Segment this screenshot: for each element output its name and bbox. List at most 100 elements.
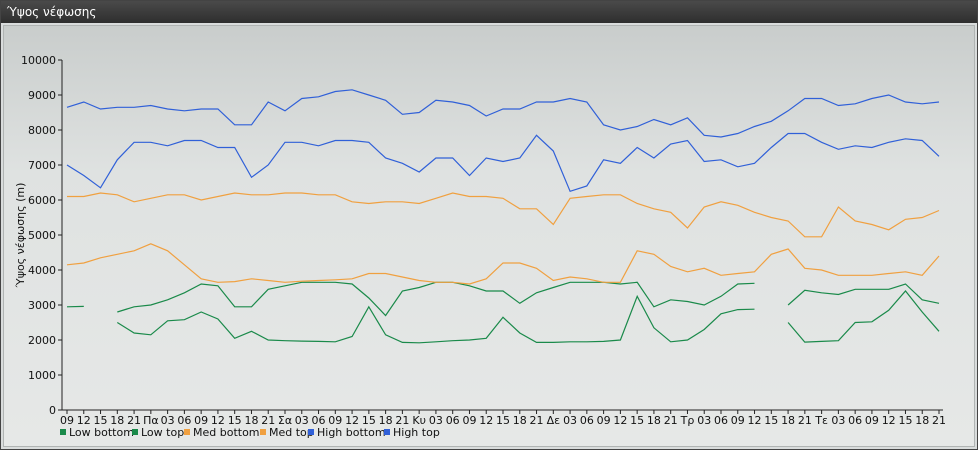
x-tick-label: 12 [211,414,225,427]
y-tick-label: 4000 [28,264,56,277]
x-tick-label: 12 [748,414,762,427]
series-line [66,89,940,138]
x-tick-label: 03 [161,414,175,427]
x-tick-label: 12 [345,414,359,427]
y-tick-label: 3000 [28,299,56,312]
x-tick-label: 06 [446,414,460,427]
legend-label: Med top [269,426,314,439]
x-tick-label: 21 [932,414,946,427]
legend-label: High bottom [317,426,386,439]
x-tick-label: 09 [731,414,745,427]
legend-item: Med top [260,426,314,439]
y-tick-label: 9000 [28,89,56,102]
y-tick-label: 7000 [28,159,56,172]
chart-panel [3,25,975,447]
y-tick-label: 0 [49,404,56,417]
x-tick-label: 06 [848,414,862,427]
x-tick-label: 15 [898,414,912,427]
x-tick-label: 15 [94,414,108,427]
x-tick-label: 09 [597,414,611,427]
legend-swatch [308,429,314,435]
window-title: Ύψος νέφωσης [1,1,977,23]
y-tick-label: 1000 [28,369,56,382]
x-tick-label: 03 [563,414,577,427]
legend-item: High top [384,426,440,439]
x-tick-label: 18 [110,414,124,427]
series-line [116,294,755,344]
x-tick-label: 15 [630,414,644,427]
x-tick-label: 03 [697,414,711,427]
x-tick-label: Τε [814,414,828,427]
series-line [66,243,940,285]
x-tick-label: 15 [228,414,242,427]
y-axis-label: Ύψος νέφωσης (m) [14,183,27,289]
legend-item: High bottom [308,426,386,439]
y-tick-label: 6000 [28,194,56,207]
series-line [787,290,940,343]
x-tick-label: 12 [77,414,91,427]
x-tick-label: 12 [613,414,627,427]
series-med-bottom [66,243,940,285]
legend-swatch [260,429,266,435]
x-tick-label: 18 [647,414,661,427]
legend-swatch [60,429,66,435]
x-tick-label: 18 [915,414,929,427]
legend-swatch [132,429,138,435]
x-tick-label: Σα [278,414,292,427]
series-med-top [67,192,940,238]
x-tick-label: Πα [143,414,159,427]
x-tick-label: 03 [429,414,443,427]
legend-item: Low bottom [60,426,134,439]
legend-label: High top [393,426,440,439]
x-tick-label: 15 [362,414,376,427]
legend-item: Med bottom [184,426,260,439]
x-tick-label: 21 [261,414,275,427]
x-tick-label: 09 [60,414,74,427]
x-tick-label: 12 [479,414,493,427]
x-tick-label: 09 [462,414,476,427]
y-tick-label: 2000 [28,334,56,347]
x-tick-label: 18 [513,414,527,427]
x-tick-label: 18 [244,414,258,427]
x-tick-label: 15 [764,414,778,427]
x-tick-label: 06 [580,414,594,427]
series-high-bottom [66,132,940,193]
legend-item: Low top [132,426,184,439]
legend-label: Low bottom [69,426,134,439]
x-tick-label: 06 [714,414,728,427]
series-high-top [66,89,940,138]
y-tick-label: 8000 [28,124,56,137]
series-line [117,281,755,317]
x-tick-label: 09 [328,414,342,427]
x-tick-label: 09 [194,414,208,427]
x-tick-label: 21 [530,414,544,427]
x-tick-label: 21 [127,414,141,427]
x-tick-label: 09 [865,414,879,427]
series-line [67,192,940,238]
x-tick-label: 06 [312,414,326,427]
x-tick-label: 03 [831,414,845,427]
x-tick-label: Κυ [412,414,426,427]
series-low-bottom [116,290,940,344]
legend-label: Low top [141,426,184,439]
x-tick-label: Δε [547,414,561,427]
x-tick-label: 21 [798,414,812,427]
series-line [787,283,940,306]
y-tick-label: 10000 [21,54,56,67]
x-tick-label: 21 [395,414,409,427]
x-tick-label: 06 [177,414,191,427]
x-tick-label: 18 [781,414,795,427]
x-tick-label: 15 [496,414,510,427]
x-tick-label: 21 [664,414,678,427]
series-low-top [66,281,940,317]
legend-swatch [184,429,190,435]
legend-label: Med bottom [193,426,260,439]
x-tick-label: 18 [379,414,393,427]
legend-swatch [384,429,390,435]
series-line [66,132,940,193]
y-tick-label: 5000 [28,229,56,242]
x-tick-label: 03 [295,414,309,427]
x-tick-label: Τρ [680,414,695,427]
